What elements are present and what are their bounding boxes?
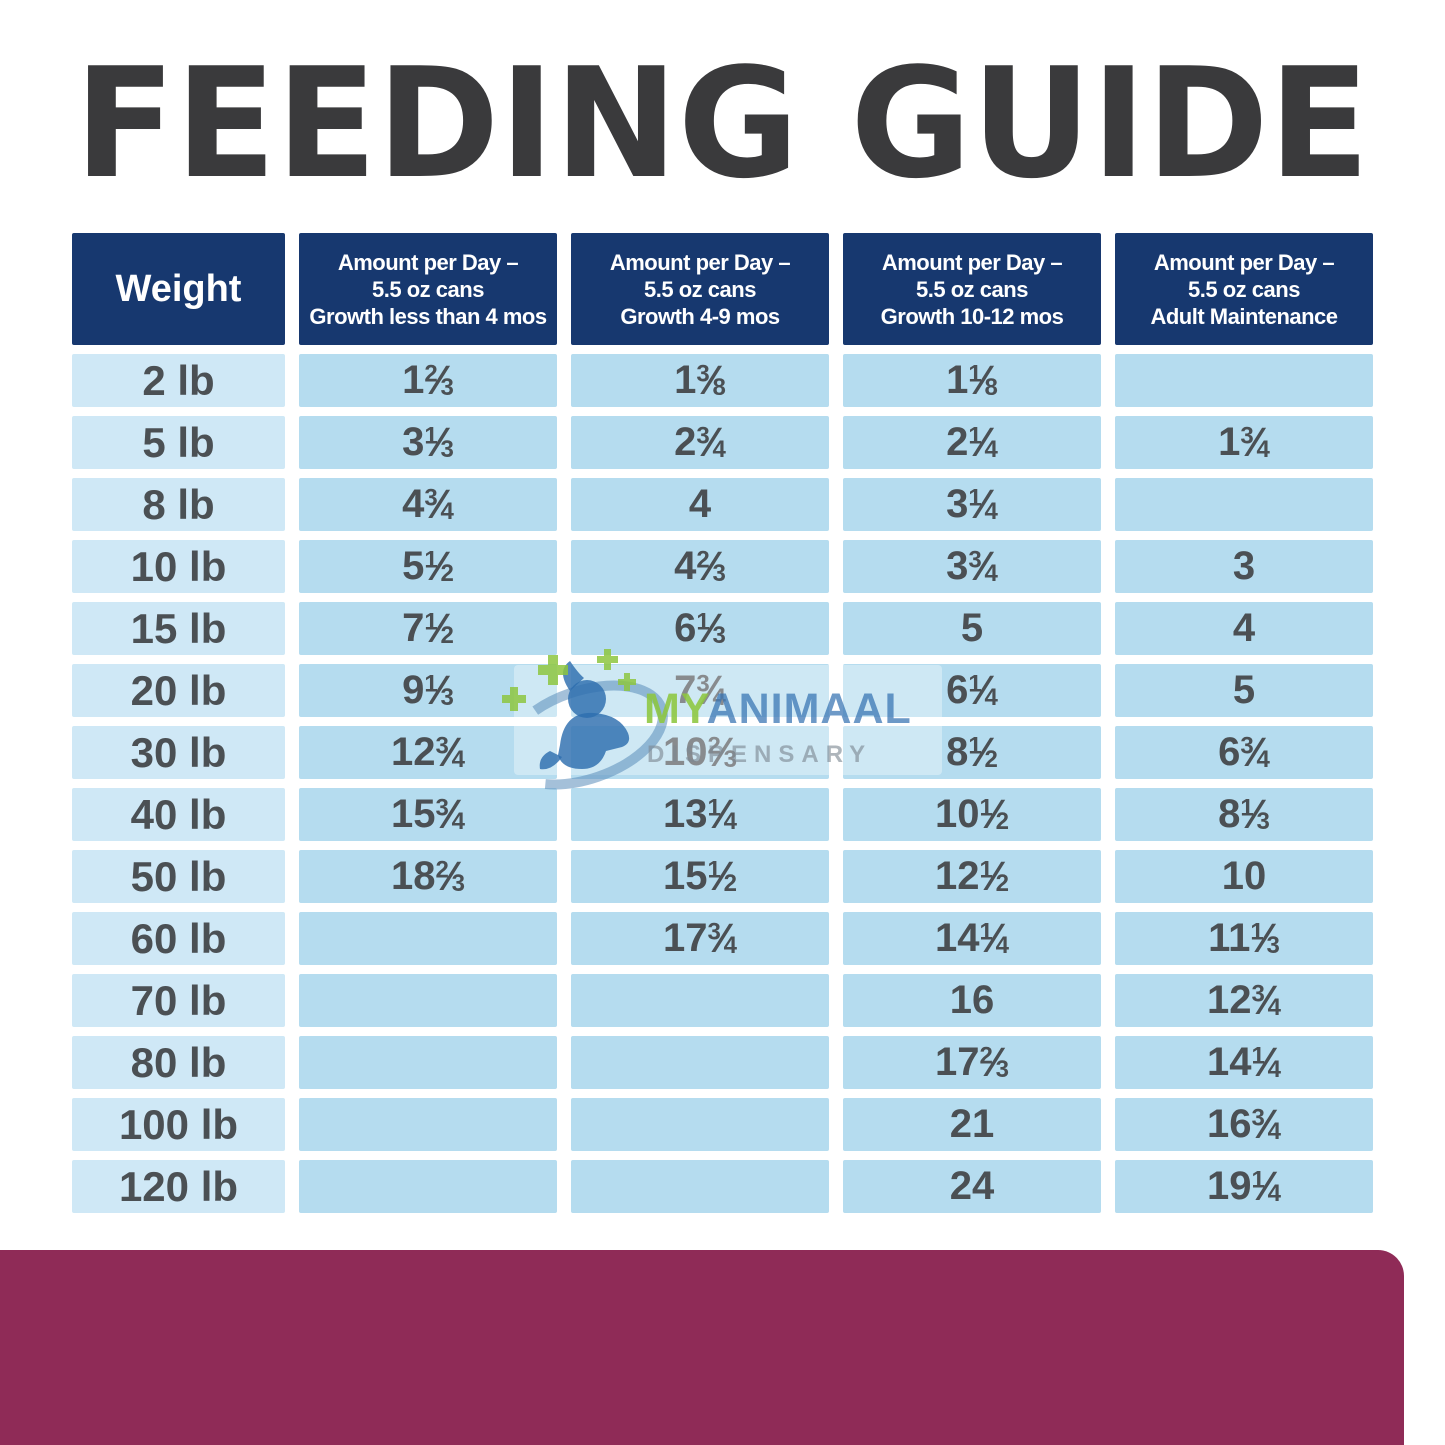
header-line: Amount per Day – [609,249,791,275]
amount-cell: 17 2⁄3 [843,1036,1101,1089]
amount-cell: 7 1⁄2 [299,602,557,655]
weight-label: 5 lb [72,416,285,469]
weight-label: 40 lb [72,788,285,841]
amount-cell: 6 1⁄4 [843,664,1101,717]
amount-cell: 5 [843,602,1101,655]
amount-cell: 11 1⁄3 [1115,912,1373,965]
header-line: Amount per Day – [881,249,1063,275]
amount-cell [299,1160,557,1213]
amount-cell: 8 1⁄3 [1115,788,1373,841]
header-line: Weight [115,268,242,310]
weight-label: 50 lb [72,850,285,903]
weight-label: 20 lb [72,664,285,717]
amount-cell: 10 2⁄3 [571,726,829,779]
amount-cell: 15 3⁄4 [299,788,557,841]
header-line: 5.5 oz cans [644,276,756,302]
amount-cell [571,1036,829,1089]
column-header-4: Amount per Day –5.5 oz cans Adult Mainten… [1115,233,1373,345]
amount-cell: 10 1⁄2 [843,788,1101,841]
amount-cell: 16 3⁄4 [1115,1098,1373,1151]
weight-label: 10 lb [72,540,285,593]
header-line: 5.5 oz cans [916,276,1028,302]
amount-cell: 1 3⁄4 [1115,416,1373,469]
amount-cell [1115,478,1373,531]
amount-cell [571,974,829,1027]
weight-label: 30 lb [72,726,285,779]
amount-cell [1115,354,1373,407]
amount-cell: 12 1⁄2 [843,850,1101,903]
amount-cell: 19 1⁄4 [1115,1160,1373,1213]
amount-cell: 21 [843,1098,1101,1151]
weight-label: 70 lb [72,974,285,1027]
amount-cell: 4 2⁄3 [571,540,829,593]
amount-cell: 3 1⁄4 [843,478,1101,531]
amount-cell: 8 1⁄2 [843,726,1101,779]
amount-cell [299,1098,557,1151]
amount-cell: 1 2⁄3 [299,354,557,407]
amount-cell: 14 1⁄4 [1115,1036,1373,1089]
amount-cell: 13 1⁄4 [571,788,829,841]
amount-cell: 4 [1115,602,1373,655]
header-line: Growth less than 4 mos [309,303,547,329]
amount-cell: 24 [843,1160,1101,1213]
amount-cell: 9 1⁄3 [299,664,557,717]
amount-cell: 6 3⁄4 [1115,726,1373,779]
amount-cell [299,974,557,1027]
amount-cell [571,1160,829,1213]
page-title: FEEDING GUIDE [75,36,1370,201]
header-line: Amount per Day – [1153,249,1335,275]
weight-label: 60 lb [72,912,285,965]
amount-cell: 2 3⁄4 [571,416,829,469]
weight-label: 100 lb [72,1098,285,1151]
amount-cell: 4 3⁄4 [299,478,557,531]
amount-cell: 3 [1115,540,1373,593]
header-line: Adult Maintenance [1150,303,1338,329]
weight-label: 8 lb [72,478,285,531]
weight-label: 120 lb [72,1160,285,1213]
page-title-graphic: FEEDING GUIDE [75,36,1370,201]
amount-cell: 16 [843,974,1101,1027]
amount-cell [299,912,557,965]
amount-cell [299,1036,557,1089]
feeding-table: Weight Amount per Day –5.5 oz cans Growth … [72,233,1373,1213]
amount-cell [571,1098,829,1151]
column-header-3: Amount per Day –5.5 oz cans Growth 10-12 … [843,233,1101,345]
amount-cell: 6 1⁄3 [571,602,829,655]
amount-cell: 14 1⁄4 [843,912,1101,965]
amount-cell: 1 1⁄8 [843,354,1101,407]
amount-cell: 1 3⁄8 [571,354,829,407]
footer-bar [0,1250,1404,1445]
header-line: 5.5 oz cans [372,276,484,302]
amount-cell: 5 1⁄2 [299,540,557,593]
header-line: Amount per Day – [337,249,519,275]
amount-cell: 4 [571,478,829,531]
amount-cell: 2 1⁄4 [843,416,1101,469]
amount-cell: 3 3⁄4 [843,540,1101,593]
amount-cell: 7 3⁄4 [571,664,829,717]
weight-label: 80 lb [72,1036,285,1089]
column-header-weight: Weight [72,233,285,345]
amount-cell: 5 [1115,664,1373,717]
weight-label: 15 lb [72,602,285,655]
column-header-1: Amount per Day –5.5 oz cans Growth less t… [299,233,557,345]
amount-cell: 3 1⁄3 [299,416,557,469]
amount-cell: 12 3⁄4 [1115,974,1373,1027]
header-line: 5.5 oz cans [1188,276,1300,302]
header-line: Growth 4-9 mos [620,303,780,329]
column-header-2: Amount per Day –5.5 oz cans Growth 4-9 mo… [571,233,829,345]
amount-cell: 17 3⁄4 [571,912,829,965]
amount-cell: 15 1⁄2 [571,850,829,903]
amount-cell: 10 [1115,850,1373,903]
amount-cell: 12 3⁄4 [299,726,557,779]
weight-label: 2 lb [72,354,285,407]
header-line: Growth 10-12 mos [880,303,1064,329]
amount-cell: 18 2⁄3 [299,850,557,903]
